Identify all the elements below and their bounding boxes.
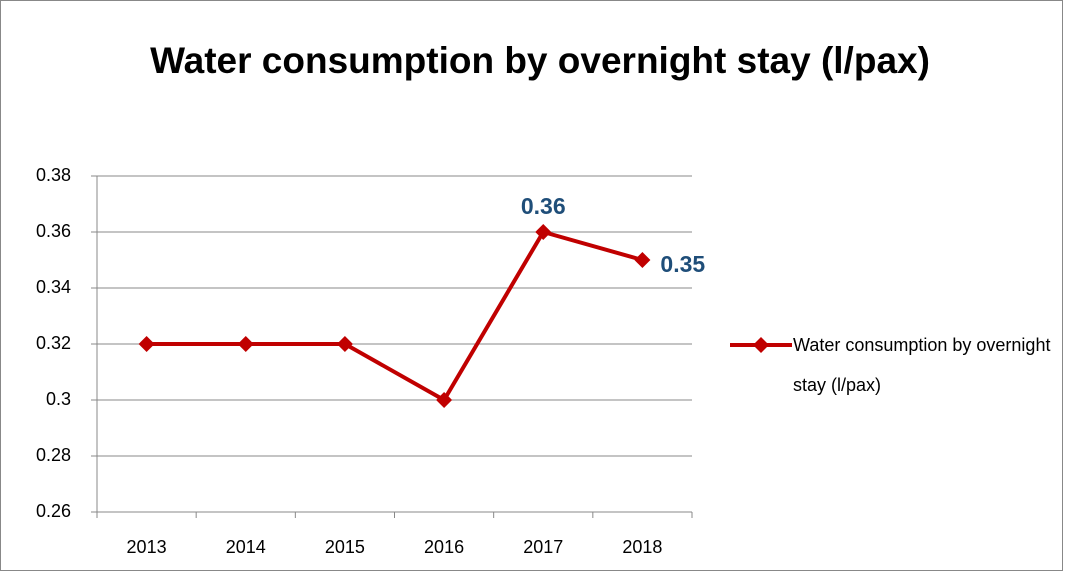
- y-tick-label: 0.32: [36, 333, 71, 353]
- legend-label: Water consumption by overnight stay (l/p…: [793, 335, 1051, 395]
- data-point: [535, 224, 552, 240]
- y-tick-label: 0.38: [36, 165, 71, 185]
- data-point: [237, 336, 254, 352]
- legend-box: Water consumption by overnight stay (l/p…: [793, 335, 1051, 395]
- x-tick-label: 2016: [424, 537, 464, 557]
- data-label: 0.35: [660, 251, 705, 277]
- chart-title: Water consumption by overnight stay (l/p…: [150, 40, 930, 81]
- data-line: [146, 230, 643, 402]
- data-label: 0.36: [521, 193, 566, 219]
- x-tick-label: 2018: [622, 537, 662, 557]
- y-tick-label: 0.28: [36, 445, 71, 465]
- data-point: [436, 392, 453, 408]
- y-tick-label: 0.26: [36, 501, 71, 521]
- data-point: [336, 336, 353, 352]
- x-tick-label: 2014: [226, 537, 266, 557]
- y-tick-label: 0.3: [46, 389, 71, 409]
- x-tick-label: 2015: [325, 537, 365, 557]
- x-tick-label: 2017: [523, 537, 563, 557]
- y-tick-label: 0.36: [36, 221, 71, 241]
- legend-marker: [753, 337, 769, 353]
- x-tick-label: 2013: [127, 537, 167, 557]
- data-point: [634, 252, 651, 268]
- data-point: [138, 336, 155, 352]
- title-box: Water consumption by overnight stay (l/p…: [150, 40, 930, 81]
- y-tick-label: 0.34: [36, 277, 71, 297]
